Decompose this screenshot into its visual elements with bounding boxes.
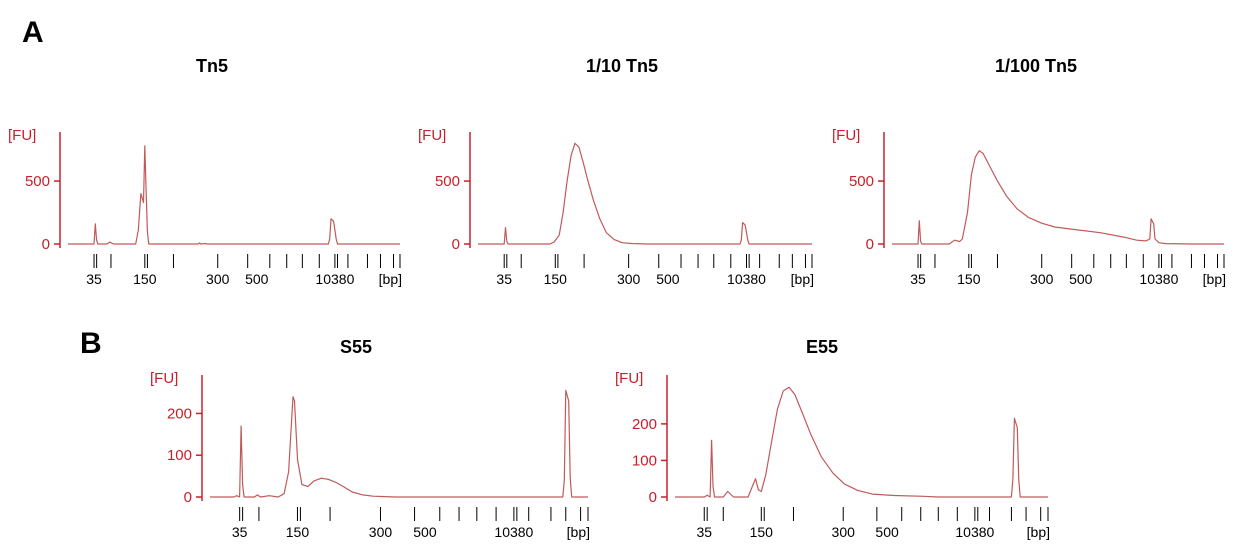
x-tick-label: 150 [750, 524, 774, 540]
y-tick-label: 200 [632, 416, 657, 433]
x-unit-label: [bp] [791, 271, 814, 287]
y-tick-label: 100 [632, 452, 657, 469]
x-tick-label: 300 [832, 524, 856, 540]
chart-3: S55 [FU] 0 100 200 35 150 300 500 10380 [bp] [150, 337, 590, 540]
x-tick-label: 500 [245, 271, 269, 287]
chart-title: Tn5 [196, 56, 228, 76]
y-axis-label: [FU] [615, 370, 643, 387]
chart-2: 1/100 Tn5 [FU] 0 500 35 150 300 500 10380 [bp] [832, 56, 1226, 287]
chart-1: 1/10 Tn5 [FU] 0 500 35 150 300 500 10380 [bp] [418, 56, 814, 287]
x-tick-label: 35 [696, 524, 712, 540]
y-axis-label: [FU] [150, 370, 178, 387]
x-tick-label: 35 [910, 271, 926, 287]
chart-title: 1/100 Tn5 [995, 56, 1077, 76]
x-tick-label: 300 [206, 271, 230, 287]
y-tick-label: 500 [25, 173, 50, 190]
x-tick-label: 10380 [315, 271, 354, 287]
series-line [210, 389, 588, 498]
series-line [675, 386, 1048, 498]
x-tick-label: 35 [232, 524, 248, 540]
x-tick-label: 500 [875, 524, 899, 540]
x-tick-label: 10380 [1139, 271, 1178, 287]
x-tick-label: 300 [369, 524, 393, 540]
chart-title: 1/10 Tn5 [586, 56, 658, 76]
y-axis-label: [FU] [832, 127, 860, 144]
x-tick-label: 10380 [494, 524, 533, 540]
y-tick-label: 0 [42, 236, 50, 253]
y-tick-label: 0 [866, 236, 874, 253]
x-tick-label: 150 [286, 524, 310, 540]
x-tick-label: 500 [413, 524, 437, 540]
y-tick-label: 100 [167, 447, 192, 464]
charts-container: Tn5 [FU] 0 500 35 150 300 500 10380 [bp] 1/10 Tn5 [… [8, 56, 1226, 540]
x-tick-label: 300 [1030, 271, 1054, 287]
x-tick-label: 500 [1069, 271, 1093, 287]
chart-title: S55 [340, 337, 372, 357]
y-tick-label: 0 [184, 489, 192, 506]
x-tick-label: 10380 [727, 271, 766, 287]
chart-0: Tn5 [FU] 0 500 35 150 300 500 10380 [bp] [8, 56, 402, 287]
y-tick-label: 0 [649, 489, 657, 506]
y-axis-label: [FU] [8, 127, 36, 144]
y-tick-label: 500 [849, 173, 874, 190]
x-tick-label: 35 [86, 271, 102, 287]
y-tick-label: 200 [167, 405, 192, 422]
x-unit-label: [bp] [567, 524, 590, 540]
x-tick-label: 150 [133, 271, 157, 287]
x-unit-label: [bp] [379, 271, 402, 287]
x-unit-label: [bp] [1027, 524, 1050, 540]
series-line [478, 142, 812, 245]
chart-4: E55 [FU] 0 100 200 35 150 300 500 10380 [bp] [615, 337, 1050, 540]
x-unit-label: [bp] [1203, 271, 1226, 287]
series-line [892, 150, 1224, 245]
y-tick-label: 500 [435, 173, 460, 190]
panel-letter-a: A [22, 16, 44, 49]
x-tick-label: 500 [656, 271, 680, 287]
x-tick-label: 150 [544, 271, 568, 287]
x-tick-label: 300 [617, 271, 641, 287]
y-axis-label: [FU] [418, 127, 446, 144]
x-tick-label: 35 [496, 271, 512, 287]
x-tick-label: 10380 [955, 524, 994, 540]
x-tick-label: 150 [957, 271, 981, 287]
y-tick-label: 0 [452, 236, 460, 253]
chart-title: E55 [806, 337, 838, 357]
series-line [68, 145, 400, 245]
panel-letter-b: B [80, 327, 102, 360]
